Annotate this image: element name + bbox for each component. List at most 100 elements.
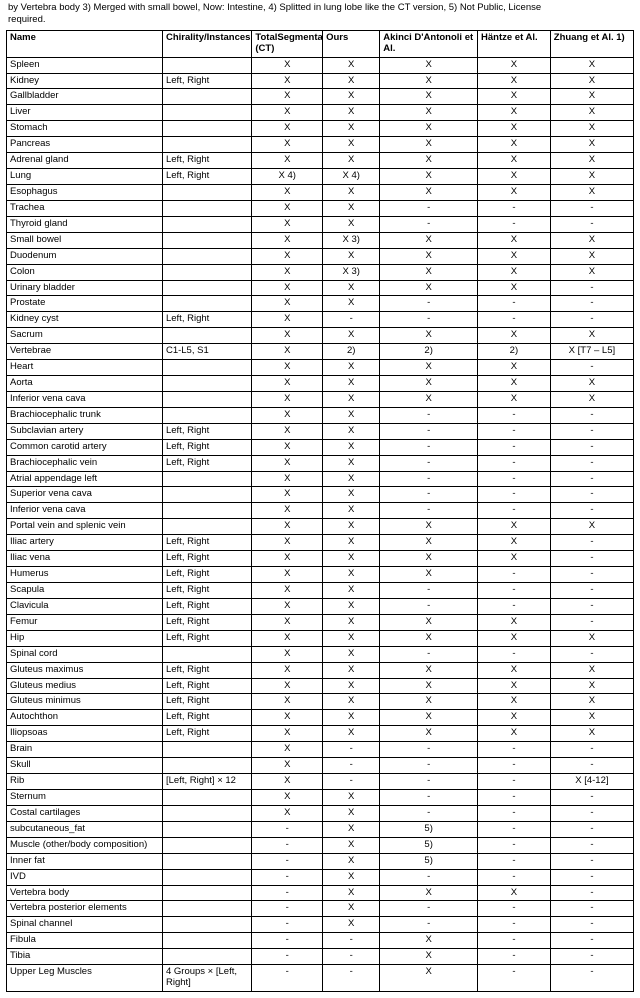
cell-ts: X (252, 583, 323, 599)
cell-ours: X (323, 694, 380, 710)
cell-chirality: [Left, Right] × 12 (162, 774, 251, 790)
cell-ak: X (380, 949, 478, 965)
cell-zh: - (550, 200, 633, 216)
cell-name: Liver (7, 105, 163, 121)
cell-ts: X (252, 742, 323, 758)
cell-ts: X (252, 280, 323, 296)
cell-ts: X (252, 790, 323, 806)
cell-hz: - (478, 758, 551, 774)
cell-ts: X (252, 121, 323, 137)
cell-ts: X (252, 774, 323, 790)
cell-chirality (162, 487, 251, 503)
cell-name: Gluteus minimus (7, 694, 163, 710)
table-row: Urinary bladderXXXX- (7, 280, 634, 296)
cell-hz: - (478, 821, 551, 837)
cell-chirality (162, 837, 251, 853)
cell-ts: - (252, 837, 323, 853)
cell-hz: X (478, 710, 551, 726)
cell-ts: - (252, 965, 323, 992)
cell-chirality: Left, Right (162, 710, 251, 726)
cell-ours: X 3) (323, 264, 380, 280)
cell-chirality (162, 360, 251, 376)
cell-ours: X (323, 837, 380, 853)
cell-zh: X (550, 57, 633, 73)
cell-ours: X (323, 598, 380, 614)
cell-hz: X (478, 694, 551, 710)
cell-chirality (162, 391, 251, 407)
cell-ts: X (252, 567, 323, 583)
cell-ts: X (252, 630, 323, 646)
cell-chirality: Left, Right (162, 423, 251, 439)
table-row: AortaXXXXX (7, 376, 634, 392)
cell-name: Small bowel (7, 232, 163, 248)
cell-ts: X (252, 662, 323, 678)
table-row: Common carotid arteryLeft, RightXX--- (7, 439, 634, 455)
cell-name: Clavicula (7, 598, 163, 614)
cell-ours: X (323, 376, 380, 392)
table-row: PancreasXXXXX (7, 137, 634, 153)
cell-ours: - (323, 949, 380, 965)
cell-chirality: Left, Right (162, 73, 251, 89)
cell-chirality (162, 869, 251, 885)
table-row: ClaviculaLeft, RightXX--- (7, 598, 634, 614)
cell-zh: X (550, 519, 633, 535)
cell-chirality (162, 885, 251, 901)
cell-hz: X (478, 89, 551, 105)
cell-zh: - (550, 439, 633, 455)
cell-chirality (162, 264, 251, 280)
cell-ours: X (323, 853, 380, 869)
cell-hz: X (478, 169, 551, 185)
cell-ak: X (380, 57, 478, 73)
cell-ours: X (323, 614, 380, 630)
cell-ours: X (323, 328, 380, 344)
cell-name: Hip (7, 630, 163, 646)
cell-chirality (162, 200, 251, 216)
cell-ak: X (380, 933, 478, 949)
cell-ts: X (252, 710, 323, 726)
table-row: Vertebra body-XXX- (7, 885, 634, 901)
cell-zh: X (550, 137, 633, 153)
cell-name: Spinal cord (7, 646, 163, 662)
cell-ours: X (323, 805, 380, 821)
cell-name: Subclavian artery (7, 423, 163, 439)
table-caption: by Vertebra body 3) Merged with small bo… (6, 0, 634, 30)
cell-hz: - (478, 598, 551, 614)
caption-line-2: required. (8, 14, 46, 25)
cell-zh: X (550, 248, 633, 264)
cell-ours: X (323, 535, 380, 551)
cell-hz: - (478, 312, 551, 328)
cell-ak: - (380, 503, 478, 519)
cell-ours: X (323, 551, 380, 567)
cell-name: Sternum (7, 790, 163, 806)
cell-chirality (162, 184, 251, 200)
cell-ts: X (252, 598, 323, 614)
cell-chirality (162, 280, 251, 296)
cell-zh: - (550, 885, 633, 901)
cell-ak: X (380, 694, 478, 710)
cell-ak: X (380, 264, 478, 280)
cell-zh: X [T7 – L5] (550, 344, 633, 360)
cell-ts: X (252, 439, 323, 455)
table-row: IliopsoasLeft, RightXXXXX (7, 726, 634, 742)
col-header-totalsegmentator: TotalSegmentator (CT) (252, 30, 323, 57)
cell-ak: X (380, 137, 478, 153)
cell-name: Thyroid gland (7, 216, 163, 232)
cell-name: Vertebrae (7, 344, 163, 360)
cell-zh: - (550, 407, 633, 423)
cell-name: Kidney (7, 73, 163, 89)
cell-hz: - (478, 853, 551, 869)
cell-ak: X (380, 726, 478, 742)
cell-hz: X (478, 280, 551, 296)
cell-chirality (162, 519, 251, 535)
cell-hz: X (478, 137, 551, 153)
cell-ours: X 3) (323, 232, 380, 248)
cell-name: Fibula (7, 933, 163, 949)
cell-zh: - (550, 280, 633, 296)
cell-ts: - (252, 853, 323, 869)
table-row: ScapulaLeft, RightXX--- (7, 583, 634, 599)
cell-ours: X (323, 917, 380, 933)
table-row: SkullX---- (7, 758, 634, 774)
cell-chirality: Left, Right (162, 439, 251, 455)
cell-hz: - (478, 774, 551, 790)
cell-ak: X (380, 710, 478, 726)
